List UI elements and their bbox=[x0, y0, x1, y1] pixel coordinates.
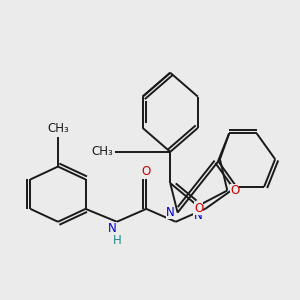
Text: N: N bbox=[108, 222, 117, 235]
Text: O: O bbox=[194, 202, 203, 215]
Text: N: N bbox=[194, 209, 202, 222]
Text: CH₃: CH₃ bbox=[47, 122, 69, 135]
Text: H: H bbox=[112, 233, 121, 247]
Text: N: N bbox=[166, 206, 175, 219]
Text: CH₃: CH₃ bbox=[92, 145, 113, 158]
Text: O: O bbox=[142, 165, 151, 178]
Text: O: O bbox=[230, 184, 239, 197]
